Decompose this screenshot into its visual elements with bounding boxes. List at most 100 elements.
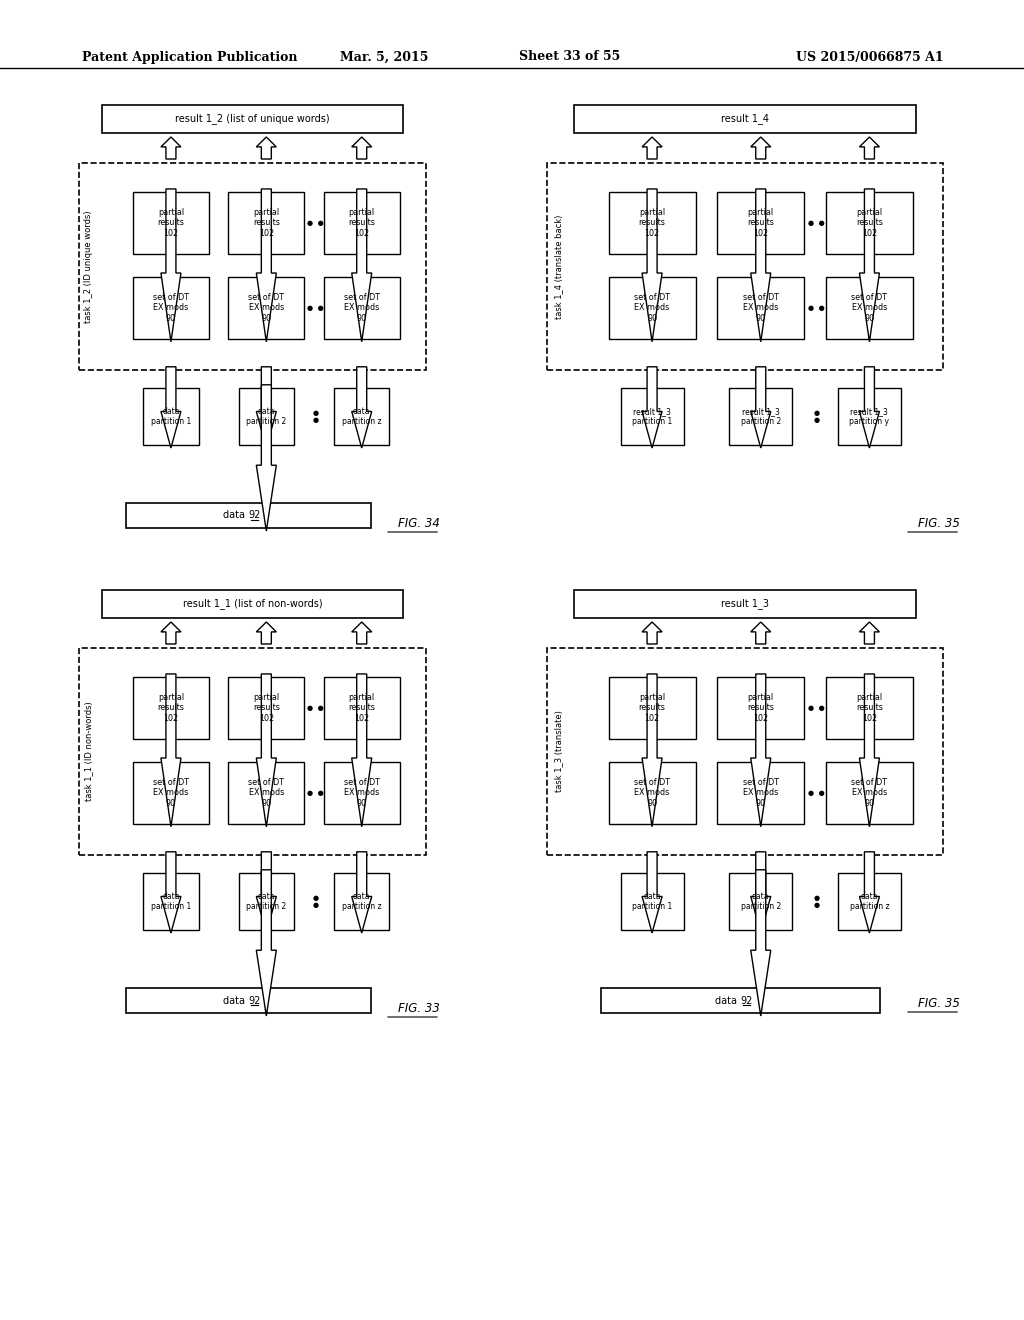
Text: data
partition 1: data partition 1 <box>632 892 672 911</box>
Bar <box>608 762 695 824</box>
Text: FIG. 35: FIG. 35 <box>919 997 961 1010</box>
Polygon shape <box>642 675 663 826</box>
Text: partial
results
102: partial results 102 <box>856 209 883 238</box>
Text: task 1_4 (translate back): task 1_4 (translate back) <box>554 214 563 318</box>
Bar <box>228 677 304 739</box>
Polygon shape <box>751 622 771 644</box>
Polygon shape <box>859 189 880 342</box>
Text: set of DT
EX mods
90: set of DT EX mods 90 <box>249 777 285 808</box>
Text: set of DT
EX mods
90: set of DT EX mods 90 <box>344 293 380 322</box>
Bar <box>126 503 371 528</box>
Bar <box>133 191 209 253</box>
Polygon shape <box>751 189 771 342</box>
Polygon shape <box>161 851 181 933</box>
Polygon shape <box>642 189 663 342</box>
Bar <box>324 191 400 253</box>
Polygon shape <box>256 137 276 158</box>
Polygon shape <box>642 851 663 933</box>
Bar <box>547 648 943 855</box>
Polygon shape <box>859 851 880 933</box>
Text: set of DT
EX mods
90: set of DT EX mods 90 <box>742 293 778 322</box>
Text: set of DT
EX mods
90: set of DT EX mods 90 <box>344 777 380 808</box>
Polygon shape <box>642 622 663 644</box>
Polygon shape <box>256 385 276 531</box>
Polygon shape <box>161 675 181 826</box>
Text: result 1_3
partition y: result 1_3 partition y <box>850 407 890 426</box>
Bar <box>133 762 209 824</box>
Bar <box>608 277 695 339</box>
Text: FIG. 33: FIG. 33 <box>398 1002 440 1015</box>
Text: set of DT
EX mods
90: set of DT EX mods 90 <box>851 293 888 322</box>
Text: task 1_2 (ID unique words): task 1_2 (ID unique words) <box>84 210 93 322</box>
Text: data
partition z: data partition z <box>850 892 889 911</box>
Text: partial
results
102: partial results 102 <box>253 209 280 238</box>
Polygon shape <box>751 137 771 158</box>
Polygon shape <box>351 622 372 644</box>
Text: ●  ●: ● ● <box>808 789 825 796</box>
Text: set of DT
EX mods
90: set of DT EX mods 90 <box>153 777 189 808</box>
Text: Sheet 33 of 55: Sheet 33 of 55 <box>519 50 621 63</box>
Bar <box>228 191 304 253</box>
Bar <box>826 762 912 824</box>
Text: ●  ●: ● ● <box>307 705 324 711</box>
Bar <box>102 106 402 133</box>
Text: partial
results
102: partial results 102 <box>348 209 375 238</box>
Text: result 1_4: result 1_4 <box>721 114 769 124</box>
Text: FIG. 34: FIG. 34 <box>398 517 440 531</box>
Polygon shape <box>256 622 276 644</box>
Text: set of DT
EX mods
90: set of DT EX mods 90 <box>851 777 888 808</box>
Text: partial
results
102: partial results 102 <box>158 209 184 238</box>
Bar <box>239 388 294 445</box>
Bar <box>79 648 426 855</box>
Bar <box>334 388 389 445</box>
Polygon shape <box>351 675 372 826</box>
Bar <box>838 388 901 445</box>
Text: ●  ●: ● ● <box>808 220 825 226</box>
Bar <box>574 590 916 618</box>
Text: data
partition z: data partition z <box>342 892 382 911</box>
Polygon shape <box>751 367 771 447</box>
Bar <box>729 873 793 931</box>
Bar <box>133 277 209 339</box>
Text: data
partition 2: data partition 2 <box>740 892 781 911</box>
Polygon shape <box>161 622 181 644</box>
Text: set of DT
EX mods
90: set of DT EX mods 90 <box>153 293 189 322</box>
Bar <box>324 677 400 739</box>
Polygon shape <box>751 870 771 1016</box>
Polygon shape <box>256 870 276 1016</box>
Text: partial
results
102: partial results 102 <box>748 209 774 238</box>
Text: data: data <box>223 511 249 520</box>
Text: result 1_3: result 1_3 <box>721 598 769 610</box>
Text: result 1_2 (list of unique words): result 1_2 (list of unique words) <box>175 114 330 124</box>
Bar <box>239 873 294 931</box>
Text: result 1_1 (list of non-words): result 1_1 (list of non-words) <box>182 598 323 610</box>
Text: 92: 92 <box>740 995 753 1006</box>
Bar <box>826 677 912 739</box>
Text: data
partition 1: data partition 1 <box>151 407 191 426</box>
Bar <box>601 987 880 1012</box>
Bar <box>729 388 793 445</box>
Polygon shape <box>161 367 181 447</box>
Bar <box>228 277 304 339</box>
Polygon shape <box>256 851 276 933</box>
Polygon shape <box>642 137 663 158</box>
Text: ●  ●: ● ● <box>808 705 825 711</box>
Text: ●  ●: ● ● <box>808 305 825 310</box>
Text: set of DT
EX mods
90: set of DT EX mods 90 <box>249 293 285 322</box>
Text: data: data <box>716 995 740 1006</box>
Bar <box>608 191 695 253</box>
Polygon shape <box>859 675 880 826</box>
Polygon shape <box>161 137 181 158</box>
Bar <box>838 873 901 931</box>
Bar <box>717 762 804 824</box>
Bar <box>621 873 684 931</box>
Bar <box>228 762 304 824</box>
Text: partial
results
102: partial results 102 <box>253 693 280 723</box>
Bar <box>133 677 209 739</box>
Text: Mar. 5, 2015: Mar. 5, 2015 <box>340 50 428 63</box>
Text: 92: 92 <box>249 995 261 1006</box>
Polygon shape <box>161 189 181 342</box>
Polygon shape <box>751 851 771 933</box>
Bar <box>608 677 695 739</box>
Polygon shape <box>351 851 372 933</box>
